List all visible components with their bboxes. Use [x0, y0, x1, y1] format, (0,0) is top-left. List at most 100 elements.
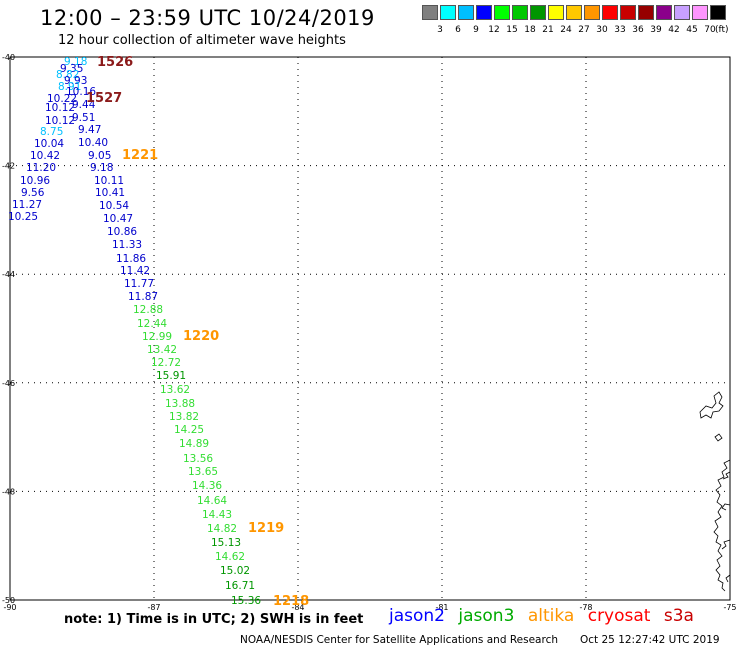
wave-height-label: 12.99: [142, 331, 172, 343]
lon-tick-label: -78: [579, 603, 592, 612]
scale-swatch: [458, 5, 474, 20]
coastline-fjords: [721, 471, 731, 583]
scale-label: 12: [488, 25, 500, 35]
wave-height-label: 10.41: [95, 187, 125, 199]
wave-height-label: 13.65: [188, 466, 218, 478]
wave-height-label: 15.13: [211, 537, 241, 549]
lat-tick-label: -42: [2, 162, 15, 171]
wave-height-labels: 9.189.358.829.938.9110.1610.229.4410.129…: [8, 56, 261, 607]
wave-height-label: 10.25: [8, 211, 38, 223]
wave-height-label: 15.91: [156, 370, 186, 382]
pass-labels: 1526 1527 1221 1220 1219 1218: [86, 55, 309, 609]
wave-height-label: 13.42: [147, 344, 177, 356]
scale-label: 39: [650, 25, 662, 35]
wave-height-label: 9.93: [64, 75, 87, 87]
legend-jason3: jason3: [458, 606, 515, 626]
scale-label: 30: [596, 25, 608, 35]
scale-swatch: [494, 5, 510, 20]
page-title: 12:00 – 23:59 UTC 10/24/2019: [40, 6, 375, 30]
coastline-islands-north: [699, 391, 724, 442]
wave-height-label: 11.20: [26, 162, 56, 174]
wave-height-label: 8.75: [40, 126, 63, 138]
scale-swatch: [710, 5, 726, 20]
wave-height-label: 9.35: [60, 63, 83, 75]
wave-height-label: 10.11: [94, 175, 124, 187]
wave-height-label: 9.18: [64, 56, 87, 68]
scale-swatch: [620, 5, 636, 20]
scale-label: 9: [473, 25, 479, 35]
wave-height-label: 9.51: [72, 112, 95, 124]
wave-height-label: 9.44: [72, 99, 96, 111]
wave-height-label: 11.87: [128, 291, 158, 303]
wave-height-label: 9.18: [90, 162, 113, 174]
legend-cryosat: cryosat: [587, 606, 651, 626]
wave-height-label: 10.12: [45, 115, 75, 127]
wave-height-label: 13.82: [169, 411, 199, 423]
wave-height-label: 14.36: [192, 480, 222, 492]
lat-tick-label: -44: [2, 270, 15, 279]
wave-height-label: 15.02: [220, 565, 250, 577]
lon-tick-label: -75: [723, 603, 736, 612]
lat-tick-label: -40: [2, 53, 15, 62]
wave-height-label: 13.62: [160, 384, 190, 396]
coastline-south: [713, 459, 731, 592]
scale-label: 33: [614, 25, 626, 35]
wave-height-label: 16.71: [225, 580, 255, 592]
scale-label: 42: [668, 25, 680, 35]
legend-altika: altika: [527, 606, 575, 626]
lon-tick-label: -81: [435, 603, 448, 612]
wave-height-label: 10.96: [20, 175, 50, 187]
wave-height-label: 9.05: [88, 150, 111, 162]
scale-swatch: [602, 5, 618, 20]
scale-swatch: [512, 5, 528, 20]
wave-height-label: 14.89: [179, 438, 209, 450]
map-frame: [9, 56, 731, 601]
pass-id-label: 1218: [273, 594, 309, 609]
scale-label: 36: [632, 25, 644, 35]
wave-height-label: 10.04: [34, 138, 64, 150]
wave-height-label: 14.25: [174, 424, 204, 436]
scale-label: 18: [524, 25, 536, 35]
scale-swatch: [422, 5, 438, 20]
scale-swatch: [476, 5, 492, 20]
credit-text: NOAA/NESDIS Center for Satellite Applica…: [240, 634, 558, 646]
wave-height-label: 10.22: [47, 93, 77, 105]
wave-height-label: 10.86: [107, 226, 137, 238]
wave-height-label: 11.77: [124, 278, 154, 290]
wave-height-label: 14.62: [215, 551, 245, 563]
wave-height-label: 10.40: [78, 137, 108, 149]
pass-id-label: 1526: [97, 55, 133, 70]
wave-height-label: 11.86: [116, 253, 146, 265]
scale-label: 21: [542, 25, 554, 35]
wave-height-label: 11.42: [120, 265, 150, 277]
coastline: [699, 391, 731, 592]
scale-label: 3: [437, 25, 443, 35]
scale-label: 70: [704, 25, 716, 35]
pass-id-label: 1219: [248, 521, 284, 536]
wave-height-label: 10.42: [30, 150, 60, 162]
lon-tick-label: -84: [291, 603, 304, 612]
pass-id-label: 1527: [86, 91, 122, 106]
scale-swatch: [656, 5, 672, 20]
wave-height-label: 12.72: [151, 357, 181, 369]
wave-height-label: 10.16: [66, 86, 96, 98]
wave-height-label: 12.44: [137, 318, 167, 330]
lon-tick-label: -90: [3, 603, 16, 612]
satellite-legend: jason2 jason3 altika cryosat s3a: [389, 606, 702, 626]
wave-height-label: 9.56: [21, 187, 45, 199]
wave-height-label: 14.64: [197, 495, 227, 507]
lat-tick-label: -48: [2, 487, 15, 496]
lon-tick-label: -87: [147, 603, 160, 612]
scale-unit: (ft): [715, 25, 729, 35]
wave-height-label: 12.88: [133, 304, 163, 316]
scale-swatch: [440, 5, 456, 20]
wave-height-label: 15.36: [231, 595, 261, 607]
wave-height-label: 11.33: [112, 239, 142, 251]
scale-label: 24: [560, 25, 572, 35]
scale-label: 27: [578, 25, 590, 35]
footer-note: note: 1) Time is in UTC; 2) SWH is in fe…: [64, 612, 364, 627]
scale-swatch: [692, 5, 708, 20]
wave-height-label: 8.91: [58, 81, 81, 93]
scale-label: 15: [506, 25, 518, 35]
